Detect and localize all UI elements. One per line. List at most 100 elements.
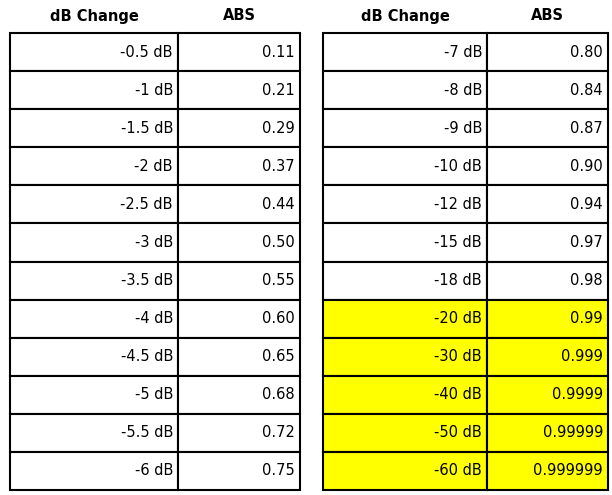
Text: 0.60: 0.60	[263, 311, 295, 326]
Bar	[323, 109, 487, 147]
Bar	[178, 147, 300, 185]
Text: 0.94: 0.94	[570, 197, 603, 212]
Text: -12 dB: -12 dB	[435, 197, 482, 212]
Text: -10 dB: -10 dB	[435, 159, 482, 174]
Bar	[178, 109, 300, 147]
Bar	[10, 147, 178, 185]
Bar	[178, 414, 300, 452]
Text: 0.84: 0.84	[570, 83, 603, 98]
Bar	[10, 414, 178, 452]
Bar	[323, 33, 487, 71]
Bar	[323, 185, 487, 223]
Text: -30 dB: -30 dB	[435, 349, 482, 364]
Text: -40 dB: -40 dB	[435, 387, 482, 402]
Bar	[487, 376, 608, 414]
Text: 0.11: 0.11	[263, 45, 295, 59]
Text: 0.99999: 0.99999	[543, 425, 603, 441]
Bar	[487, 338, 608, 376]
Text: ABS: ABS	[531, 8, 564, 23]
Text: -1 dB: -1 dB	[135, 83, 173, 98]
Bar	[178, 452, 300, 490]
Bar	[323, 414, 487, 452]
Bar	[487, 71, 608, 109]
Text: -5.5 dB: -5.5 dB	[121, 425, 173, 441]
Bar	[10, 376, 178, 414]
Bar	[487, 414, 608, 452]
Bar	[323, 147, 487, 185]
Bar	[178, 299, 300, 338]
Text: 0.65: 0.65	[263, 349, 295, 364]
Text: 0.50: 0.50	[263, 235, 295, 250]
Text: 0.55: 0.55	[263, 273, 295, 288]
Bar	[487, 185, 608, 223]
Text: -7 dB: -7 dB	[444, 45, 482, 59]
Text: 0.97: 0.97	[570, 235, 603, 250]
Bar	[487, 147, 608, 185]
Bar	[323, 261, 487, 299]
Text: -50 dB: -50 dB	[435, 425, 482, 441]
Text: -5 dB: -5 dB	[135, 387, 173, 402]
Text: 0.999: 0.999	[561, 349, 603, 364]
Bar	[487, 299, 608, 338]
Text: -0.5 dB: -0.5 dB	[121, 45, 173, 59]
Text: 0.90: 0.90	[570, 159, 603, 174]
Text: 0.80: 0.80	[570, 45, 603, 59]
Text: -1.5 dB: -1.5 dB	[121, 121, 173, 136]
Text: 0.87: 0.87	[570, 121, 603, 136]
Text: 0.44: 0.44	[263, 197, 295, 212]
Bar	[10, 109, 178, 147]
Text: -15 dB: -15 dB	[435, 235, 482, 250]
Bar	[10, 452, 178, 490]
Bar	[10, 185, 178, 223]
Bar	[323, 299, 487, 338]
Bar	[323, 338, 487, 376]
Bar	[10, 71, 178, 109]
Bar	[178, 261, 300, 299]
Bar	[323, 452, 487, 490]
Bar	[487, 109, 608, 147]
Bar	[10, 223, 178, 261]
Text: 0.72: 0.72	[262, 425, 295, 441]
Bar	[10, 299, 178, 338]
Bar	[178, 185, 300, 223]
Text: ABS: ABS	[223, 8, 255, 23]
Bar	[10, 338, 178, 376]
Text: -6 dB: -6 dB	[135, 463, 173, 479]
Text: -20 dB: -20 dB	[434, 311, 482, 326]
Text: dB Change: dB Change	[360, 8, 449, 23]
Bar	[178, 338, 300, 376]
Bar	[323, 223, 487, 261]
Text: -3 dB: -3 dB	[135, 235, 173, 250]
Text: -2 dB: -2 dB	[135, 159, 173, 174]
Text: 0.99: 0.99	[570, 311, 603, 326]
Text: 0.98: 0.98	[570, 273, 603, 288]
Bar	[487, 452, 608, 490]
Text: -2.5 dB: -2.5 dB	[121, 197, 173, 212]
Text: -4.5 dB: -4.5 dB	[121, 349, 173, 364]
Text: 0.29: 0.29	[263, 121, 295, 136]
Text: 0.68: 0.68	[263, 387, 295, 402]
Text: 0.21: 0.21	[263, 83, 295, 98]
Text: -9 dB: -9 dB	[444, 121, 482, 136]
Text: -4 dB: -4 dB	[135, 311, 173, 326]
Text: 0.75: 0.75	[263, 463, 295, 479]
Text: dB Change: dB Change	[50, 8, 138, 23]
Bar	[323, 71, 487, 109]
Bar	[487, 223, 608, 261]
Text: -3.5 dB: -3.5 dB	[121, 273, 173, 288]
Bar	[178, 376, 300, 414]
Bar	[487, 261, 608, 299]
Bar	[10, 261, 178, 299]
Text: 0.37: 0.37	[263, 159, 295, 174]
Text: -8 dB: -8 dB	[444, 83, 482, 98]
Text: 0.9999: 0.9999	[552, 387, 603, 402]
Bar	[487, 33, 608, 71]
Bar	[323, 376, 487, 414]
Text: -18 dB: -18 dB	[435, 273, 482, 288]
Text: 0.999999: 0.999999	[534, 463, 603, 479]
Bar	[178, 223, 300, 261]
Text: -60 dB: -60 dB	[435, 463, 482, 479]
Bar	[178, 71, 300, 109]
Bar	[10, 33, 178, 71]
Bar	[178, 33, 300, 71]
